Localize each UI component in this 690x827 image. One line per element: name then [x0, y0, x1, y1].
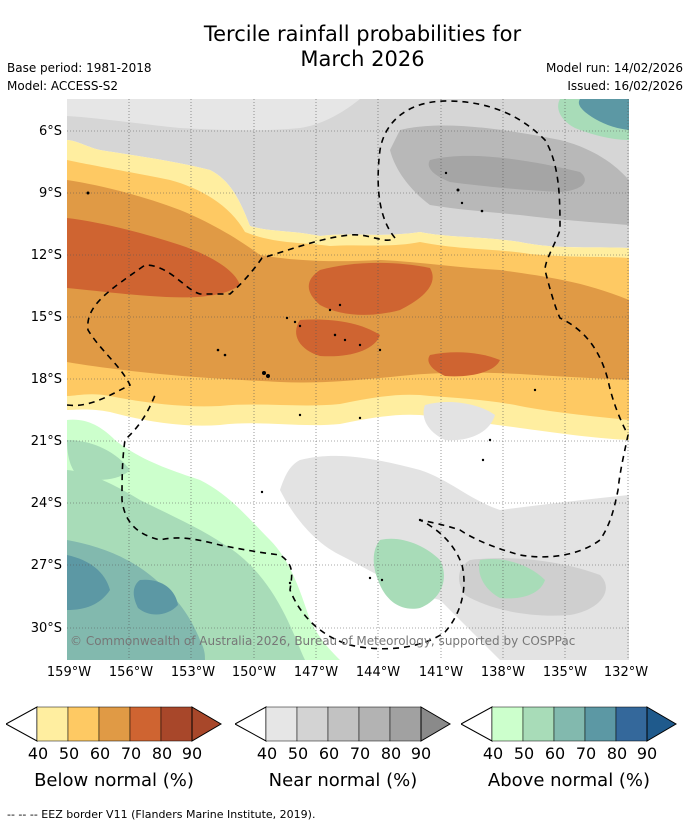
- cbar-near-60: [327, 706, 360, 742]
- tick: 90: [181, 744, 203, 763]
- tick: 60: [544, 744, 566, 763]
- lat-label-15s: 15°S: [30, 310, 62, 325]
- above-normal-patch-east: [373, 538, 444, 609]
- tick: 40: [256, 744, 278, 763]
- eez-border-french-polynesia: [121, 100, 629, 650]
- cbar-below-50: [67, 706, 100, 742]
- model-run: Model run: 14/02/2026: [545, 61, 683, 75]
- map-title: Tercile rainfall probabilities for March…: [0, 22, 690, 72]
- near-normal-light-patch: [67, 99, 360, 131]
- tick: 60: [318, 744, 340, 763]
- lon-label-159w: 159°W: [46, 665, 92, 680]
- cbar-below-70: [129, 706, 162, 742]
- copyright-notice: © Commonwealth of Australia 2026, Bureau…: [70, 634, 576, 648]
- lon-label-141w: 141°W: [418, 665, 464, 680]
- above-normal-patch-southeast: [479, 559, 545, 599]
- cbar-above-80: [615, 706, 648, 742]
- above-normal-patch-west-21s: [67, 440, 130, 480]
- cbar-near-70: [358, 706, 391, 742]
- lon-label-144w: 144°W: [355, 665, 401, 680]
- cbar-above-40: [491, 706, 524, 742]
- lat-label-27s: 27°S: [30, 558, 62, 573]
- title-line-1: Tercile rainfall probabilities for: [203, 22, 522, 46]
- lon-label-156w: 156°W: [108, 665, 154, 680]
- below-normal-70-patch-east: [428, 352, 500, 377]
- above-normal-70-patch: [67, 555, 110, 610]
- tick: 50: [58, 744, 80, 763]
- above-normal-patch-ne-dark: [578, 99, 629, 130]
- eez-footer-note: -- -- -- EEZ border V11 (Flanders Marine…: [7, 808, 316, 821]
- cbar-below-90: [191, 706, 222, 742]
- cbar-near-90: [420, 706, 451, 742]
- cbar-near-80: [389, 706, 422, 742]
- probability-field: [67, 99, 629, 660]
- lon-label-147w: 147°W: [293, 665, 339, 680]
- tick: 50: [287, 744, 309, 763]
- gridlines: [67, 99, 629, 660]
- eez-borders: [67, 100, 629, 650]
- meta-right: Model run: 14/02/2026 Issued: 16/02/2026: [546, 59, 683, 95]
- below-normal-70-patch-west: [67, 218, 240, 298]
- cbar-above-70: [584, 706, 617, 742]
- tick: 40: [27, 744, 49, 763]
- tick: 50: [513, 744, 535, 763]
- lat-label-6s: 6°S: [38, 124, 62, 139]
- tick: 60: [89, 744, 111, 763]
- tick: 80: [606, 744, 628, 763]
- tick: 90: [410, 744, 432, 763]
- colorbar-near-normal: [235, 706, 451, 742]
- above-normal-70-patch-2: [133, 579, 178, 615]
- cbar-below-40: [36, 706, 69, 742]
- model-name: Model: ACCESS-S2: [7, 79, 119, 93]
- near-normal-darker-patch: [428, 155, 585, 192]
- tick: 80: [380, 744, 402, 763]
- lon-label-132w: 132°W: [603, 665, 649, 680]
- lat-label-24s: 24°S: [30, 496, 62, 511]
- cbar-below-80: [160, 706, 193, 742]
- lat-label-12s: 12°S: [30, 248, 62, 263]
- colorbar-above-title: Above normal (%): [487, 770, 651, 791]
- cbar-above-90: [646, 706, 677, 742]
- cbar-near-40: [265, 706, 298, 742]
- tick: 80: [151, 744, 173, 763]
- cbar-above-50: [522, 706, 555, 742]
- base-period: Base period: 1981-2018: [7, 61, 152, 75]
- map-canvas: [67, 99, 629, 660]
- islands: [86, 171, 537, 585]
- below-normal-70-patch-south: [296, 319, 380, 357]
- below-normal-70-patch-central: [308, 262, 433, 315]
- lat-label-21s: 21°S: [30, 434, 62, 449]
- tick: 70: [575, 744, 597, 763]
- lon-label-150w: 150°W: [231, 665, 277, 680]
- tick: 70: [120, 744, 142, 763]
- colorbar-below-normal: [6, 706, 222, 742]
- issued-date: Issued: 16/02/2026: [567, 79, 683, 93]
- meta-left: Base period: 1981-2018 Model: ACCESS-S2: [7, 59, 152, 95]
- colorbar-above-normal: [461, 706, 677, 742]
- lat-label-18s: 18°S: [30, 372, 62, 387]
- colorbar-below-title: Below normal (%): [34, 770, 194, 791]
- cbar-above-60: [553, 706, 586, 742]
- lon-label-138w: 138°W: [480, 665, 526, 680]
- near-normal-patch-21s: [423, 401, 495, 441]
- colorbar-near-title: Near normal (%): [268, 770, 418, 791]
- cbar-near-50: [296, 706, 329, 742]
- eez-border-cook-islands: [67, 234, 396, 407]
- lon-label-135w: 135°W: [542, 665, 588, 680]
- cbar-below-60: [98, 706, 131, 742]
- tick: 90: [636, 744, 658, 763]
- tick: 40: [482, 744, 504, 763]
- lat-label-9s: 9°S: [38, 186, 62, 201]
- lon-label-153w: 153°W: [170, 665, 216, 680]
- title-line-2: March 2026: [300, 47, 425, 71]
- lat-label-30s: 30°S: [30, 621, 62, 636]
- tick: 70: [349, 744, 371, 763]
